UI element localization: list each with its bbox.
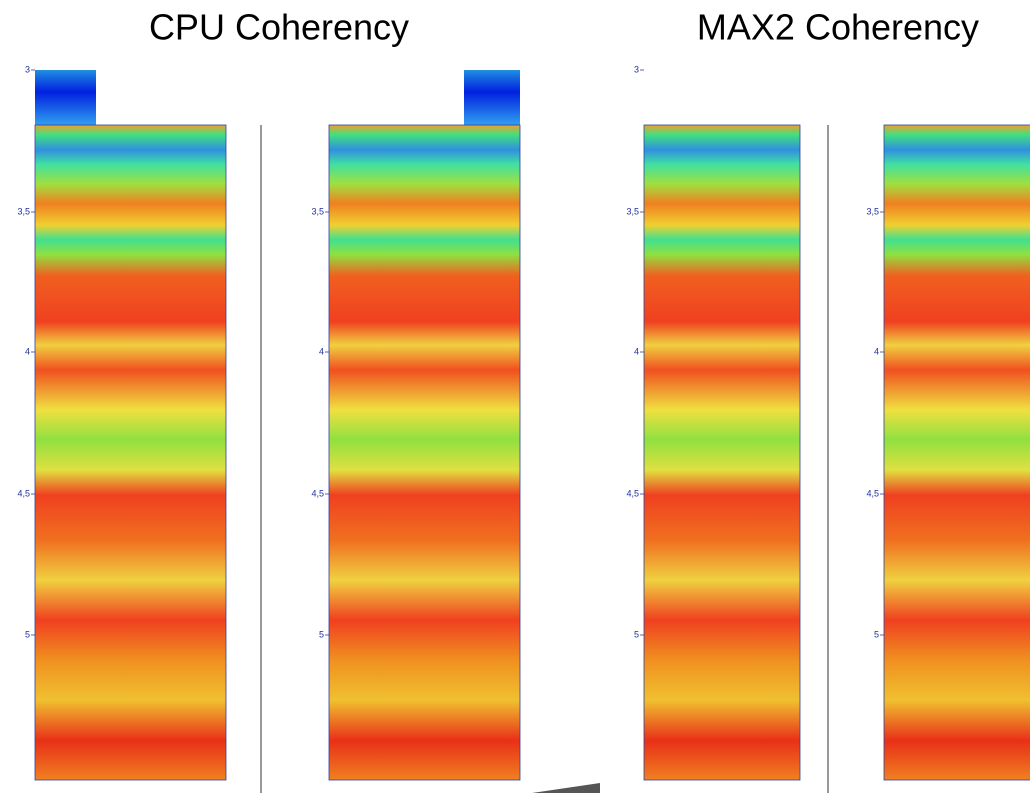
coherency-image [884, 125, 1030, 780]
coherency-image [35, 125, 226, 780]
tick-label: 4,5 [866, 488, 879, 498]
tick-label: 3,5 [626, 206, 639, 216]
title: CPU Coherency [149, 7, 409, 48]
title: MAX2 Coherency [697, 7, 979, 48]
tick-label: 4 [874, 346, 879, 356]
tick-label: 3 [25, 64, 30, 74]
coherency-image [644, 125, 800, 780]
tick-label: 3 [634, 64, 639, 74]
coherency-image-top [464, 70, 520, 125]
slide: CPU Coherency MAX2 Coherency 3 3,5 4 4,5 5 3,… [0, 0, 1030, 793]
coherency-image [329, 125, 520, 780]
tick-label: 4,5 [311, 488, 324, 498]
decoration [532, 783, 600, 793]
tick-label: 4 [319, 346, 324, 356]
tick-label: 4,5 [626, 488, 639, 498]
tick-label: 4 [25, 346, 30, 356]
tick-label: 3,5 [866, 206, 879, 216]
tick-label: 4 [634, 346, 639, 356]
tick-label: 5 [874, 629, 879, 639]
tick-label: 5 [25, 629, 30, 639]
tick-label: 5 [634, 629, 639, 639]
tick-label: 5 [319, 629, 324, 639]
tick-label: 4,5 [17, 488, 30, 498]
tick-label: 3,5 [311, 206, 324, 216]
tick-label: 3,5 [17, 206, 30, 216]
coherency-image-top [35, 70, 96, 125]
page: CPU Coherency MAX2 Coherency 3 3,5 4 4,5 5 3,… [0, 0, 1030, 793]
